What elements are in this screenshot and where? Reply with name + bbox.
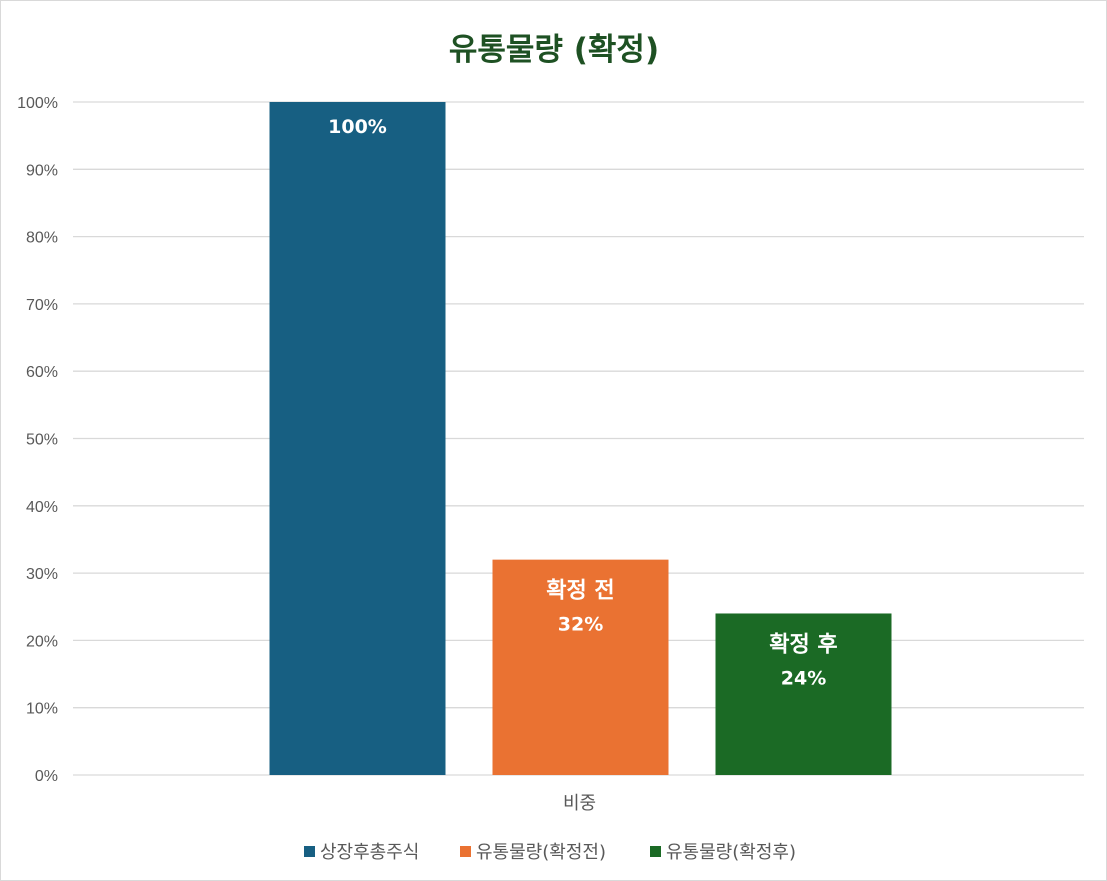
y-tick-label: 0%	[35, 768, 58, 785]
legend-label-1: 상장후총주식	[320, 842, 419, 863]
y-tick-label: 90%	[26, 162, 58, 179]
y-tick-label: 60%	[26, 364, 58, 381]
y-tick-label: 40%	[26, 499, 58, 516]
chart-title: 유통물량 (확정)	[449, 32, 659, 68]
legend: 상장후총주식 유통물량(확정전) 유통물량(확정후)	[304, 842, 796, 863]
data-labels: 100% 확정 전 32% 확정 후 24%	[328, 116, 838, 689]
bars	[269, 102, 892, 775]
bar-data-label: 확정 후	[769, 632, 837, 657]
legend-swatch-2	[460, 846, 471, 857]
y-tick-label: 50%	[26, 432, 58, 449]
y-tick-label: 30%	[26, 566, 58, 583]
bar-data-label: 확정 전	[546, 579, 614, 604]
x-axis-categories: 비중	[563, 793, 596, 814]
legend-label-3: 유통물량(확정후)	[666, 842, 796, 863]
gridlines	[73, 101, 1084, 776]
bar-2	[492, 559, 669, 775]
bar-3	[715, 613, 892, 775]
y-tick-label: 10%	[26, 701, 58, 718]
legend-swatch-1	[304, 846, 315, 857]
bar-value-label: 24%	[781, 667, 826, 689]
y-tick-label: 80%	[26, 230, 58, 247]
legend-swatch-3	[650, 846, 661, 857]
y-tick-label: 100%	[17, 95, 58, 112]
y-axis-ticks: 0% 10% 20% 30% 40% 50% 60% 70% 80% 90% 100%	[17, 95, 58, 785]
bar-1	[269, 102, 446, 775]
bar-value-label: 32%	[558, 614, 603, 636]
y-tick-label: 20%	[26, 633, 58, 650]
bar-value-label: 100%	[328, 116, 387, 138]
x-category-label: 비중	[563, 793, 596, 814]
legend-label-2: 유통물량(확정전)	[476, 842, 606, 863]
y-tick-label: 70%	[26, 297, 58, 314]
